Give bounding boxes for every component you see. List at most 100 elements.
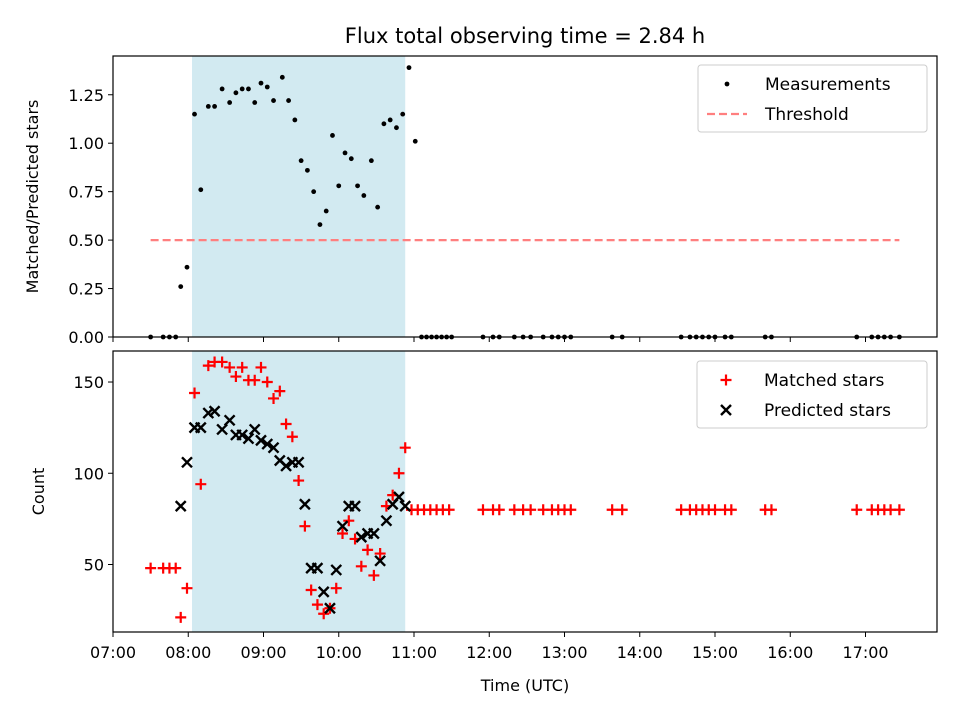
x-tick-label: 11:00: [391, 643, 437, 662]
data-point: [851, 504, 863, 516]
x-tick-label: 08:00: [165, 643, 211, 662]
y-tick-label: 0.50: [68, 231, 104, 250]
data-point: [198, 187, 204, 193]
data-point: [258, 80, 264, 86]
legend-box: [697, 64, 928, 133]
data-point: [236, 429, 249, 441]
data-point: [330, 564, 343, 576]
top-panel: 0.00 0.25 0.50 0.75 1.00 1.25 Matched/Predicte…: [23, 55, 938, 347]
data-point: [255, 361, 267, 373]
data-point: [239, 86, 245, 92]
data-point: [223, 414, 236, 427]
y-axis-label: Count: [29, 468, 48, 516]
data-point: [170, 562, 182, 574]
y-tick-label: 50: [84, 555, 104, 574]
data-point: [412, 138, 418, 144]
series-matched-stars: [145, 356, 905, 623]
legend-marker: [720, 374, 732, 386]
data-point: [189, 387, 201, 399]
series-predicted-stars: [174, 405, 412, 615]
data-point: [267, 441, 280, 454]
data-point: [252, 100, 258, 105]
data-point: [219, 86, 225, 92]
data-point: [261, 438, 274, 450]
x-tick-label: 14:00: [617, 643, 663, 662]
data-point: [242, 432, 255, 445]
data-point: [337, 527, 349, 539]
chart-title: Flux total observing time = 2.84 h: [345, 24, 705, 48]
data-point: [304, 167, 310, 173]
data-point: [175, 611, 187, 623]
legend-label: Matched stars: [764, 371, 884, 391]
data-point: [311, 189, 317, 195]
legend: Matched stars Predicted stars: [696, 360, 928, 429]
data-point: [336, 520, 349, 533]
data-point: [380, 514, 393, 527]
data-point: [212, 103, 217, 109]
data-point: [233, 90, 239, 96]
data-point: [330, 582, 342, 594]
data-point: [202, 360, 214, 372]
data-point: [355, 183, 360, 189]
legend-label: Predicted stars: [764, 401, 891, 421]
data-point: [271, 98, 276, 103]
data-point: [205, 103, 211, 109]
data-point: [181, 582, 193, 594]
data-point: [374, 554, 386, 567]
data-point: [264, 84, 270, 90]
data-point: [709, 504, 721, 516]
data-point: [181, 456, 193, 469]
data-point: [343, 515, 355, 527]
data-point: [292, 456, 305, 469]
data-point: [255, 434, 267, 447]
data-point: [362, 544, 374, 556]
y-tick-label: 0.25: [68, 280, 104, 299]
x-tick-label: 12:00: [466, 643, 512, 662]
data-point: [311, 562, 324, 574]
data-point: [368, 569, 380, 581]
data-point: [317, 586, 330, 598]
data-point: [195, 478, 207, 490]
data-point: [393, 467, 405, 479]
x-axis-label: Time (UTC): [480, 676, 569, 695]
y-tick-label: 100: [73, 464, 104, 483]
data-point: [349, 500, 361, 512]
data-point: [227, 100, 233, 105]
data-point: [261, 376, 273, 388]
x-tick-label: 17:00: [842, 643, 888, 662]
x-tick-label: 07:00: [90, 643, 136, 662]
data-point: [236, 361, 248, 373]
data-point: [286, 431, 298, 443]
data-point: [280, 460, 292, 472]
data-point: [305, 584, 317, 596]
data-point: [375, 204, 381, 210]
data-point: [318, 608, 330, 620]
legend-marker: [724, 81, 730, 87]
data-point: [361, 193, 367, 198]
data-point: [292, 117, 298, 123]
axes-frame: [112, 350, 938, 633]
data-point: [330, 133, 335, 138]
data-point: [317, 222, 323, 228]
data-point: [336, 183, 342, 189]
data-point: [765, 504, 777, 516]
data-point: [174, 500, 187, 512]
data-point: [311, 599, 323, 611]
axes-frame: [112, 55, 938, 338]
data-point: [274, 385, 286, 397]
data-point: [725, 504, 737, 516]
legend: Measurements Threshold: [697, 64, 928, 133]
data-point: [893, 504, 905, 516]
data-point: [178, 284, 184, 290]
data-point: [374, 548, 386, 560]
data-point: [280, 418, 292, 430]
data-point: [348, 156, 354, 162]
data-point: [279, 74, 285, 80]
data-point: [443, 504, 455, 516]
y-axis-label: Matched/Predicted stars: [23, 100, 42, 294]
bottom-panel: 50 100 150 07:00 08:00 09:00 10:00 11:00 12:00 13…: [29, 350, 938, 695]
data-point: [194, 421, 207, 434]
data-point: [355, 560, 367, 572]
data-point: [286, 98, 291, 103]
